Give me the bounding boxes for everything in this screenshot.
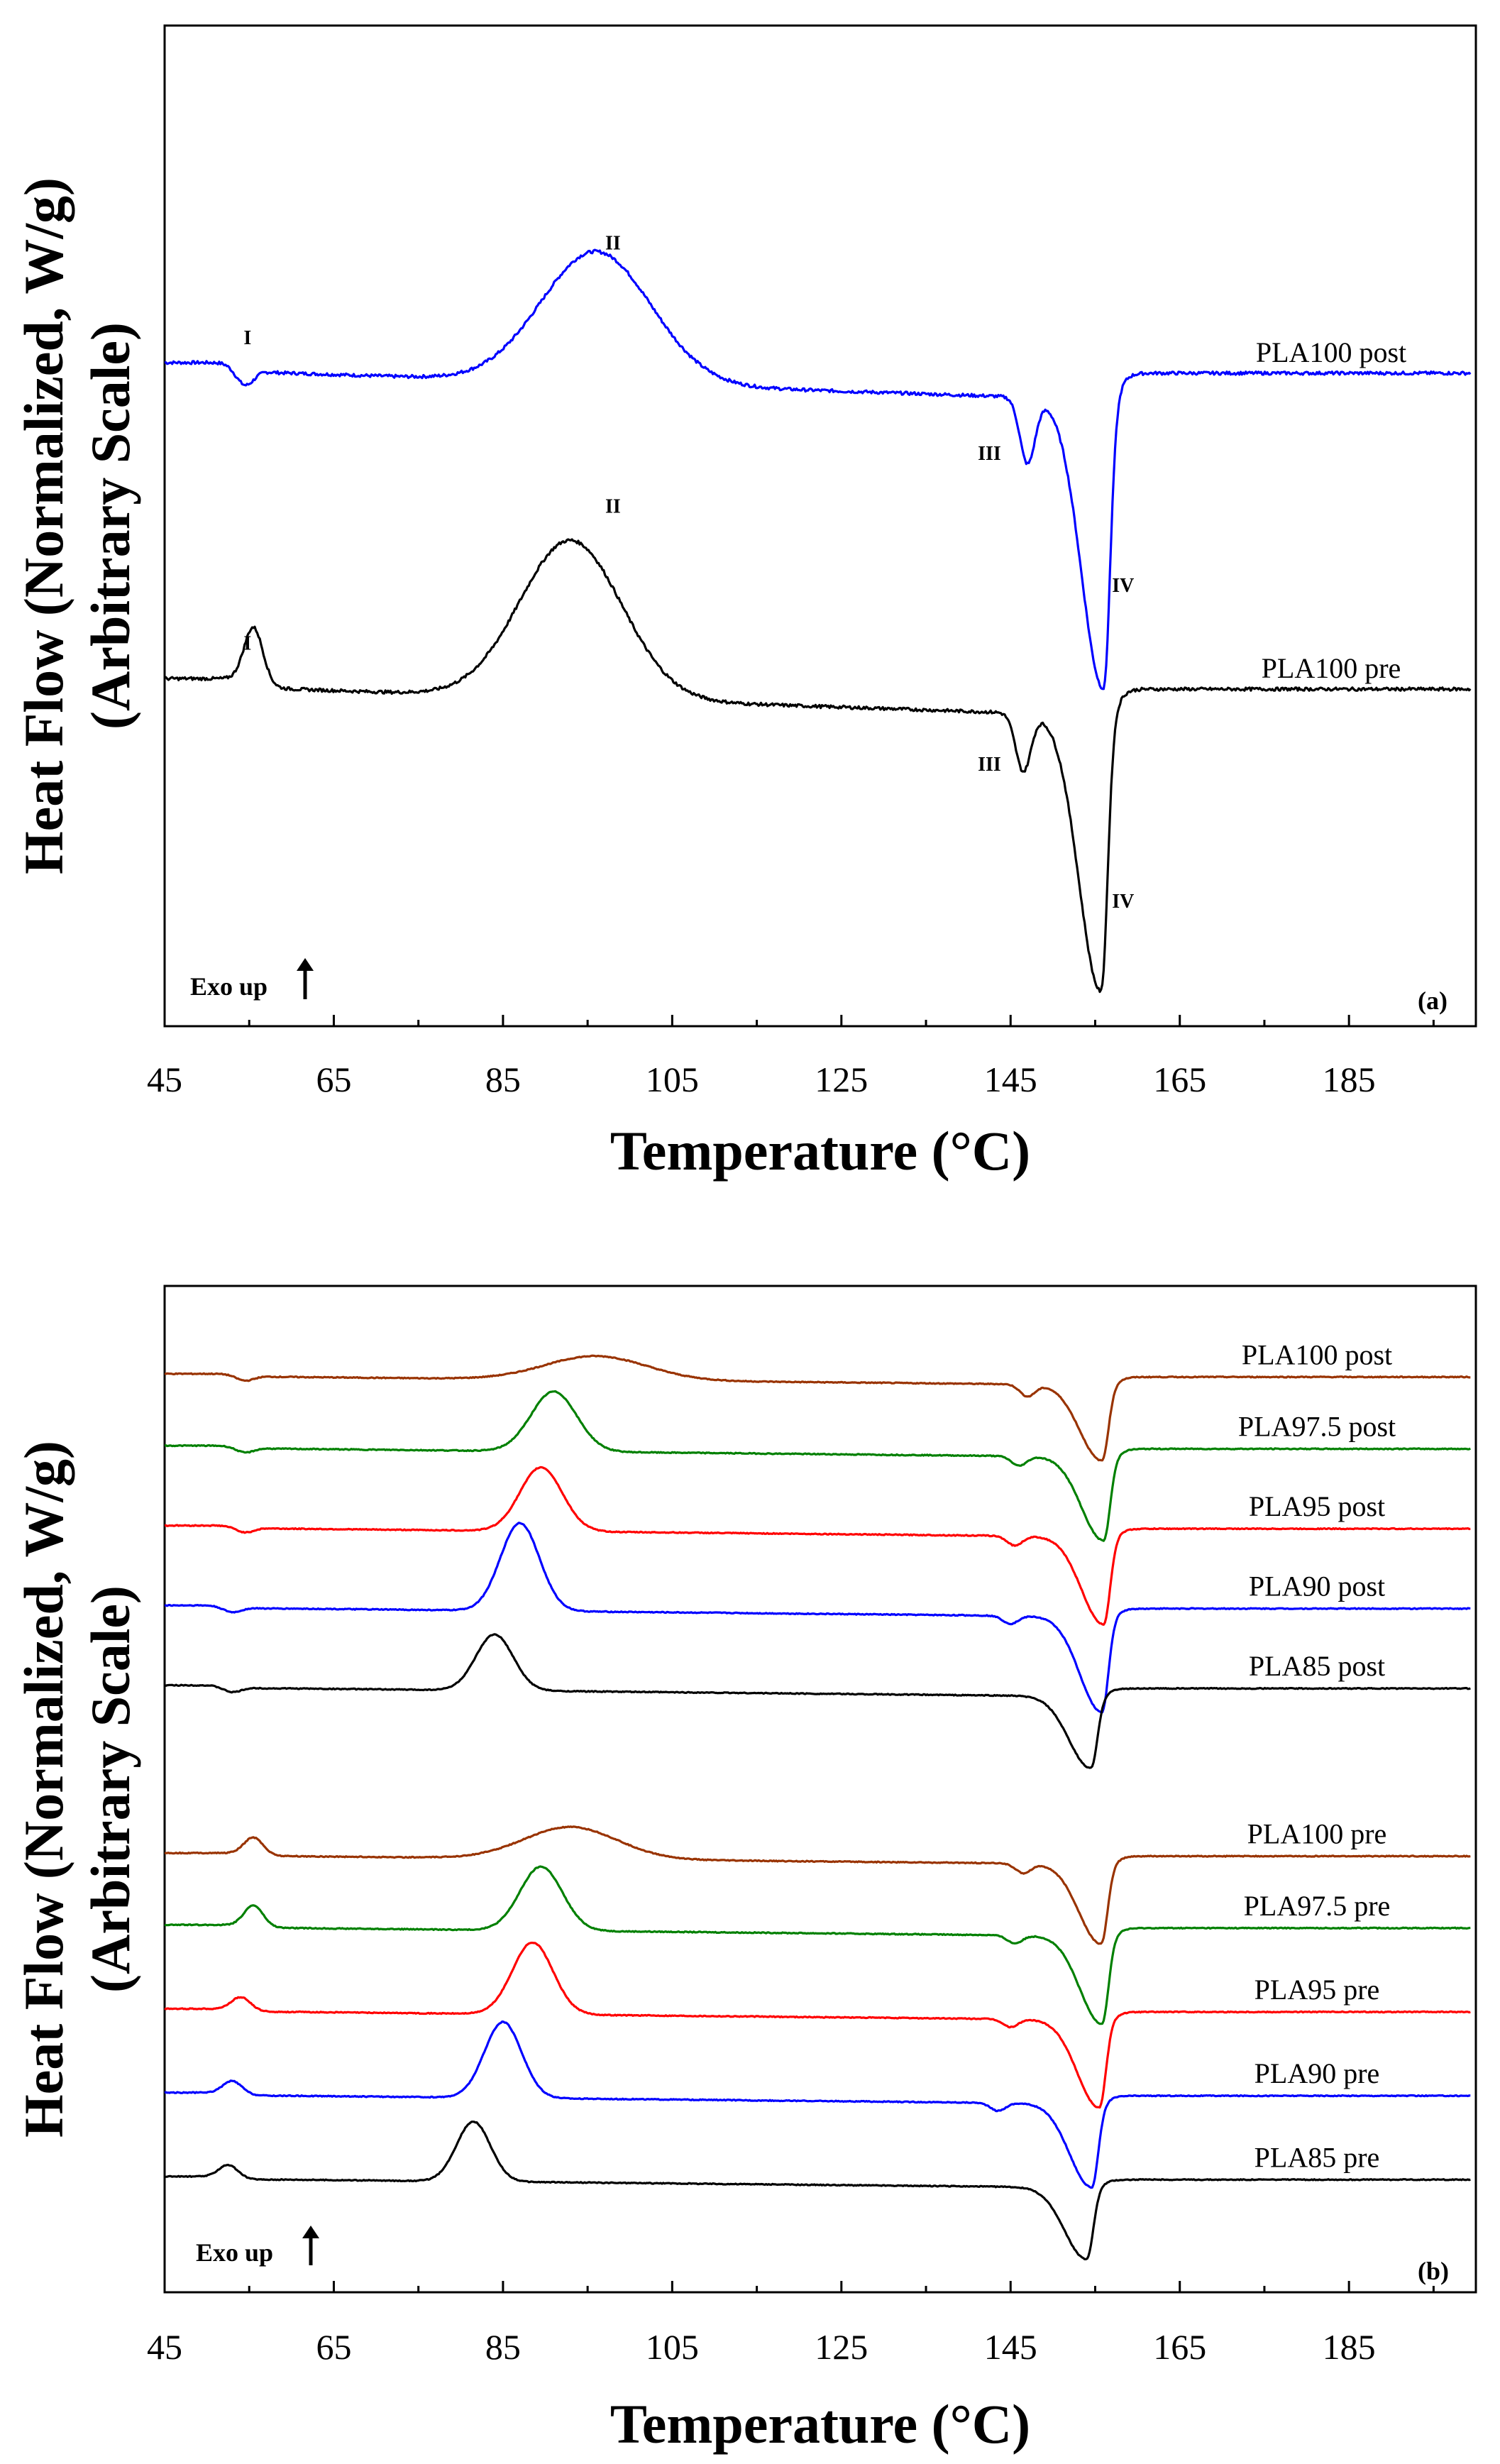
series-label: PLA100 post xyxy=(1256,336,1406,368)
series-line xyxy=(165,2121,1471,2260)
series-label: PLA95 post xyxy=(1249,1490,1385,1522)
series-label: PLA90 pre xyxy=(1254,2057,1380,2089)
series-label: PLA90 post xyxy=(1249,1571,1385,1602)
x-ticks-b: 45 65 85 105 125 145 165 185 xyxy=(147,2281,1435,2367)
series-line xyxy=(164,1633,1471,1769)
plot-frame-b xyxy=(163,1285,1477,2294)
curve-labels-a: PLA100 post PLA100 pre xyxy=(1256,336,1406,684)
series-line xyxy=(164,1465,1471,1626)
y-axis-title-a-line1: Heat Flow (Normalized, W/g) xyxy=(13,177,75,874)
x-tick-label: 125 xyxy=(815,1060,868,1099)
x-tick-label: 125 xyxy=(815,2327,868,2367)
plot-frame-a xyxy=(163,24,1477,1028)
curves-a xyxy=(164,248,1472,994)
x-tick-label: 165 xyxy=(1153,1060,1206,1099)
y-axis-title-b-line1: Heat Flow (Normalized, W/g) xyxy=(13,1441,75,2138)
series-line xyxy=(164,1354,1471,1462)
series-label: PLA100 pre xyxy=(1247,1818,1387,1850)
series-label: PLA85 post xyxy=(1249,1650,1385,1682)
exo-up-arrow-icon xyxy=(302,2226,319,2265)
x-tick-label: 185 xyxy=(1323,1060,1376,1099)
x-axis-title-a: Temperature (°C) xyxy=(610,1120,1030,1182)
series-line xyxy=(164,538,1472,994)
x-tick-label: 145 xyxy=(984,2327,1037,2367)
series-line xyxy=(164,1522,1471,1714)
panel-letter-b: (b) xyxy=(1418,2257,1449,2285)
x-tick-label: 185 xyxy=(1323,2327,1376,2367)
series-line xyxy=(164,1942,1471,2109)
series-label: PLA95 pre xyxy=(1254,1974,1380,2006)
series-label: PLA97.5 pre xyxy=(1244,1890,1391,1922)
exo-up-label-a: Exo up xyxy=(190,972,268,1001)
curve-labels-b: PLA100 post PLA97.5 post PLA95 post PLA90 p… xyxy=(1238,1338,1396,2173)
y-axis-title-b-line2: (Arbitrary Scale) xyxy=(79,1585,141,1993)
peak-label: IV xyxy=(1112,891,1134,913)
series-line xyxy=(164,2020,1471,2189)
exo-up-arrow-icon xyxy=(297,958,314,999)
series-line xyxy=(164,1825,1471,1945)
x-axis-title-b: Temperature (°C) xyxy=(610,2393,1030,2455)
peak-label: IV xyxy=(1112,575,1134,597)
panel-a: 45 65 85 105 125 145 165 185 PLA100 postPLA100 … xyxy=(13,24,1477,1182)
exo-up-label-b: Exo up xyxy=(196,2238,273,2267)
x-tick-label: 45 xyxy=(147,2327,182,2367)
peak-label: III xyxy=(978,443,1001,465)
y-axis-title-a-line2: (Arbitrary Scale) xyxy=(79,322,141,730)
panel-b: 45 65 85 105 125 145 165 185 PLA100 post PLA97.5… xyxy=(13,1285,1477,2455)
x-tick-label: 165 xyxy=(1153,2327,1206,2367)
peak-label: II xyxy=(605,232,621,254)
x-tick-label: 145 xyxy=(984,1060,1037,1099)
x-tick-label: 105 xyxy=(646,1060,699,1099)
curves-b xyxy=(164,1354,1472,2260)
series-label: PLA97.5 post xyxy=(1238,1411,1396,1443)
x-tick-label: 45 xyxy=(147,1060,182,1099)
series-line xyxy=(164,1865,1471,2025)
series-line xyxy=(164,248,1472,691)
series-label: PLA100 pre xyxy=(1262,652,1401,684)
x-tick-label: 85 xyxy=(485,1060,521,1099)
series-label: PLA100 post xyxy=(1242,1338,1392,1370)
peak-label: I xyxy=(243,327,251,349)
x-tick-label: 85 xyxy=(485,2327,521,2367)
peak-label: II xyxy=(605,495,621,517)
x-tick-label: 65 xyxy=(316,1060,351,1099)
series-label: PLA85 pre xyxy=(1254,2141,1380,2173)
panel-letter-a: (a) xyxy=(1418,986,1447,1015)
peak-label: III xyxy=(978,754,1001,776)
peak-label: I xyxy=(243,632,251,654)
x-tick-label: 105 xyxy=(646,2327,699,2367)
x-ticks-a: 45 65 85 105 125 145 165 185 xyxy=(147,1015,1435,1099)
x-tick-label: 65 xyxy=(316,2327,351,2367)
series-line xyxy=(164,1390,1472,1542)
